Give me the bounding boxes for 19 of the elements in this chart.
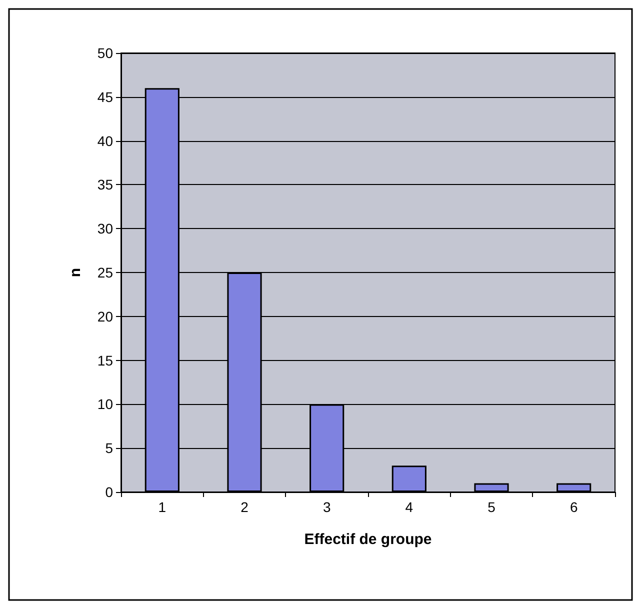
y-tick-label: 5 (105, 440, 114, 456)
y-tick-label: 20 (97, 308, 114, 324)
y-tick-label: 30 (97, 220, 114, 237)
x-tick-label: 1 (158, 499, 166, 515)
y-tick-label: 25 (97, 264, 114, 280)
y-tick-label: 10 (97, 396, 114, 412)
y-axis-title: n (67, 268, 84, 278)
x-tick-label: 4 (405, 499, 414, 515)
y-tick-label: 15 (97, 352, 114, 368)
x-tick-label: 5 (488, 499, 496, 515)
y-tick-label: 0 (105, 484, 114, 500)
y-tick-label: 40 (97, 132, 114, 149)
x-tick-label: 3 (322, 499, 331, 515)
y-tick-label: 35 (97, 176, 114, 193)
x-tick-label: 6 (570, 499, 578, 515)
y-tick-label: 50 (97, 45, 114, 61)
x-axis-title: Effectif de groupe (304, 531, 432, 548)
x-tick-label: 2 (240, 499, 249, 515)
y-tick-label: 45 (97, 88, 114, 105)
